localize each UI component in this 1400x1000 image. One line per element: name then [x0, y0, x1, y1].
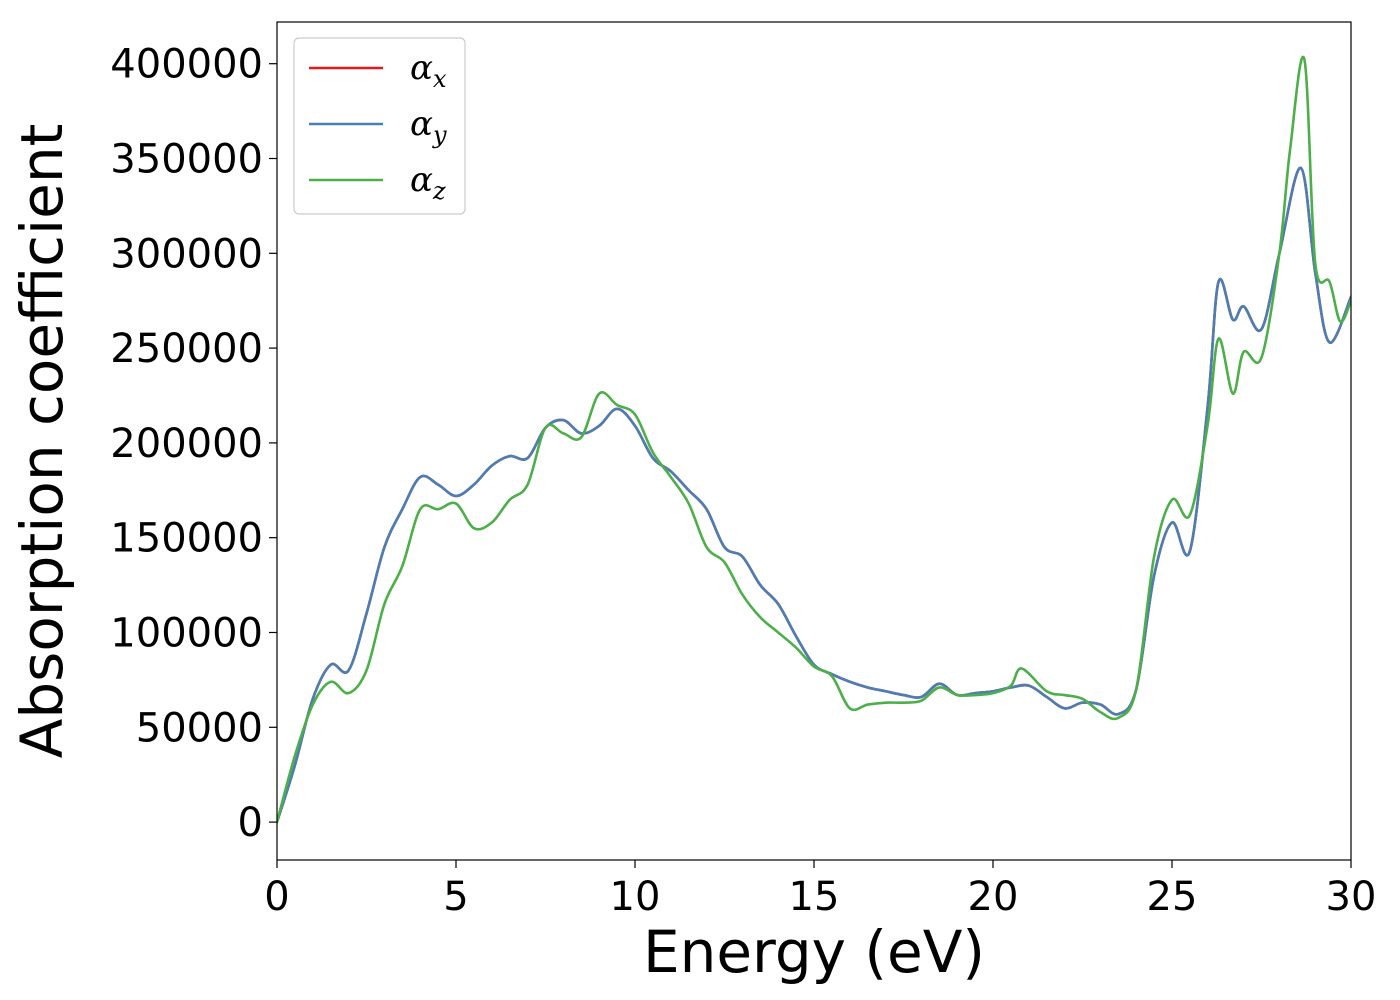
x-tick-label: 10	[610, 874, 661, 920]
y-axis-ticks: 0 50000 100000 150000 200000 250000 300000 3500…	[110, 42, 277, 846]
x-tick-label: 15	[789, 874, 840, 920]
series-line-z	[277, 55, 1351, 824]
legend-label-z: αz	[410, 160, 446, 205]
legend-box	[293, 37, 466, 215]
y-tick-label: 200000	[110, 421, 263, 467]
x-tick-label: 0	[264, 874, 289, 920]
y-tick-label: 350000	[110, 137, 263, 183]
x-axis-ticks: 0 5 10 15 20 25 30	[264, 860, 1376, 920]
legend-subscript: x	[433, 65, 447, 93]
y-tick-label: 50000	[136, 705, 263, 751]
y-tick-label: 100000	[110, 610, 263, 656]
legend-symbol: α	[410, 160, 433, 200]
series-layer	[277, 55, 1351, 824]
legend-subscript: z	[432, 177, 446, 205]
legend-symbol: α	[410, 48, 433, 88]
series-line-x	[277, 166, 1351, 824]
y-tick-label: 250000	[110, 326, 263, 372]
legend-subscript: y	[432, 121, 447, 149]
legend-label-x: αx	[410, 48, 447, 93]
y-tick-label: 150000	[110, 516, 263, 562]
x-tick-label: 5	[443, 874, 468, 920]
y-axis-title: Absorption coefficient	[8, 124, 76, 759]
legend-symbol: α	[410, 104, 433, 144]
y-tick-label: 400000	[110, 42, 263, 88]
x-tick-label: 25	[1147, 874, 1198, 920]
y-tick-label: 300000	[110, 231, 263, 277]
series-line-y	[277, 166, 1351, 824]
y-tick-label: 0	[238, 800, 263, 846]
x-tick-label: 20	[968, 874, 1019, 920]
legend-label-y: αy	[410, 104, 447, 149]
x-axis-title: Energy (eV)	[643, 918, 985, 986]
x-tick-label: 30	[1326, 874, 1377, 920]
